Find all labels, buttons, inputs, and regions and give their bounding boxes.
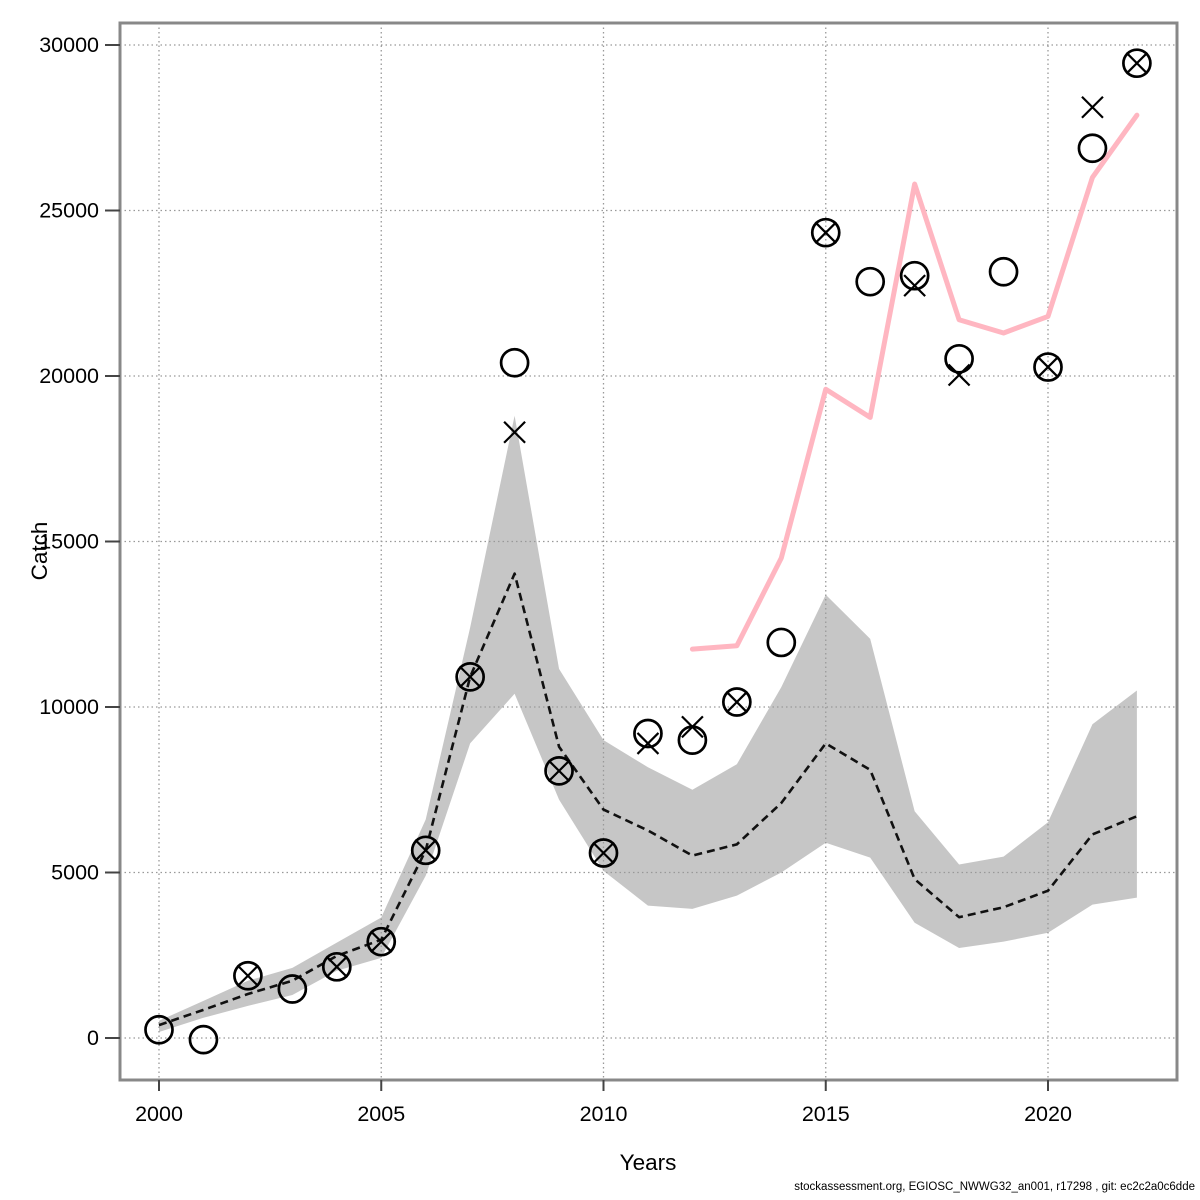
svg-text:25000: 25000 [39, 199, 99, 223]
svg-text:5000: 5000 [51, 861, 99, 885]
axis-ticks [105, 44, 1049, 1091]
svg-text:15000: 15000 [39, 530, 99, 554]
svg-text:30000: 30000 [39, 33, 99, 57]
svg-text:2010: 2010 [580, 1102, 628, 1126]
pink-line [689, 112, 1140, 652]
svg-text:10000: 10000 [39, 695, 99, 719]
svg-text:2000: 2000 [135, 1102, 183, 1126]
confidence-band [159, 415, 1137, 1033]
circle-markers [144, 48, 1152, 1055]
svg-text:2020: 2020 [1024, 1102, 1072, 1126]
svg-text:2015: 2015 [802, 1102, 850, 1126]
x-axis-label: Years [619, 1150, 677, 1175]
footer-attribution: stockassessment.org, EGIOSC_NWWG32_an001… [794, 1181, 1195, 1193]
y-tick-labels: 0 5000 10000 15000 20000 25000 30000 [39, 33, 99, 1050]
x-tick-labels: 2000 2005 2010 2015 2020 [135, 1102, 1072, 1126]
svg-text:2005: 2005 [357, 1102, 405, 1126]
plot-border [118, 21, 1179, 1082]
y-axis-label: Catch [27, 521, 52, 581]
svg-text:0: 0 [87, 1026, 99, 1050]
gridlines [120, 23, 1177, 1080]
svg-text:20000: 20000 [39, 364, 99, 388]
cross-markers [236, 51, 1149, 988]
fitted-line [158, 572, 1138, 1027]
